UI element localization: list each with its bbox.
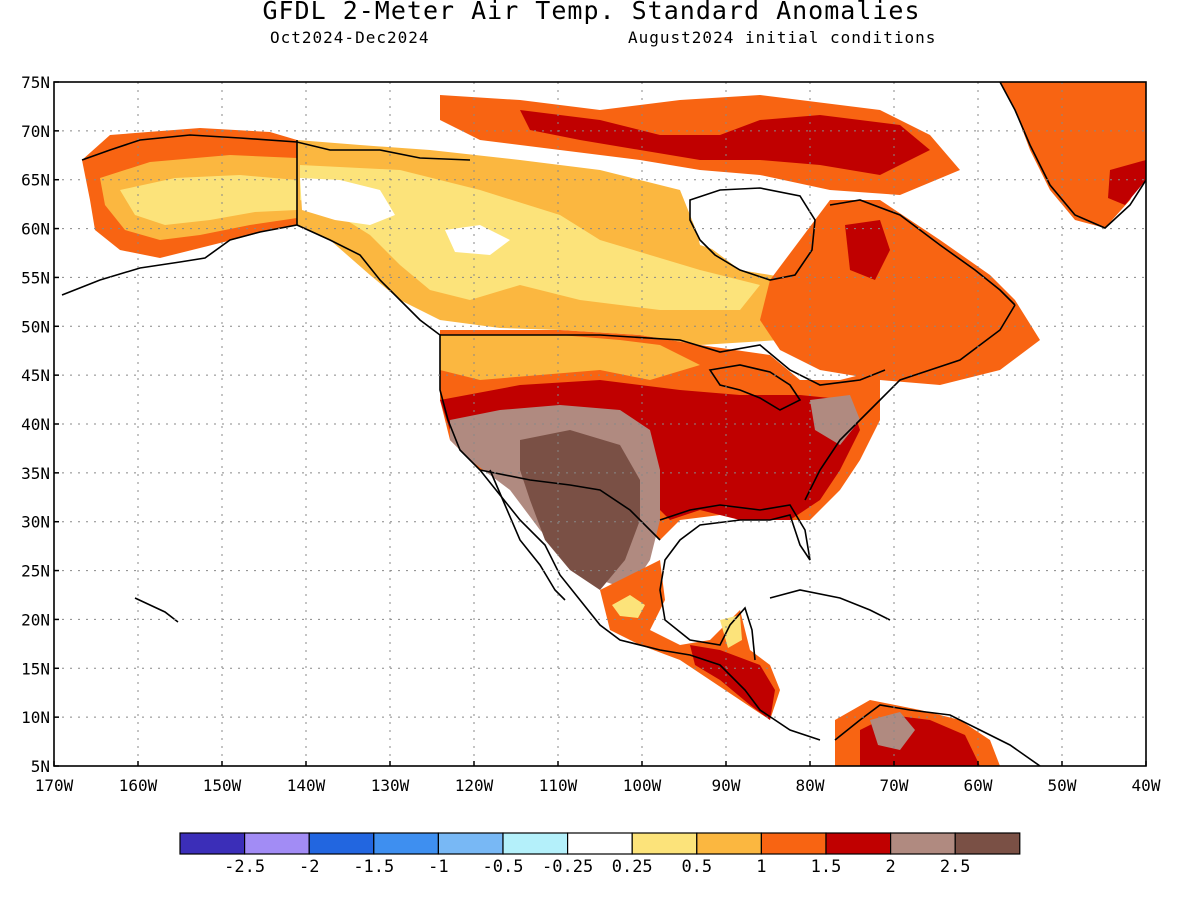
anomaly-field xyxy=(82,82,1146,766)
region-yucatan-yellow xyxy=(720,615,742,648)
colorbar-swatch xyxy=(696,832,762,855)
lat-tick-label: 15N xyxy=(21,659,50,678)
lat-tick-label: 40N xyxy=(21,415,50,434)
colorbar-swatch xyxy=(244,832,310,855)
colorbar-swatch xyxy=(502,832,569,855)
region-labrador-red xyxy=(845,220,890,280)
colorbar-label: -1 xyxy=(428,857,448,877)
lon-tick-label: 50W xyxy=(1048,776,1077,795)
lat-tick-label: 75N xyxy=(21,73,50,92)
colorbar-label: 0.5 xyxy=(681,857,712,877)
coastline-hawaii xyxy=(134,597,179,623)
lon-tick-label: 140W xyxy=(287,776,326,795)
region-eastern-canada xyxy=(760,200,1040,385)
coastline-alaska xyxy=(61,224,821,741)
colorbar-swatch xyxy=(631,832,698,855)
great-lakes xyxy=(708,364,802,411)
lon-tick-label: 130W xyxy=(371,776,410,795)
colorbar-label: -2.5 xyxy=(224,857,265,877)
region-centralamerica-red xyxy=(690,645,775,720)
colorbar-swatch xyxy=(179,832,246,855)
region-canada-white-2 xyxy=(445,225,510,255)
colorbar-label: 2.5 xyxy=(940,857,971,877)
lon-tick-label: 100W xyxy=(623,776,662,795)
map-title: GFDL 2-Meter Air Temp. Standard Anomalie… xyxy=(262,0,921,25)
lon-tick-label: 40W xyxy=(1132,776,1161,795)
colorbar-swatch xyxy=(308,832,375,855)
colorbar-label: 2 xyxy=(885,857,895,877)
forecast-period: Oct2024-Dec2024 xyxy=(270,28,430,47)
colorbar-swatch xyxy=(566,832,633,855)
region-hudson-bay xyxy=(690,185,815,280)
lon-tick-label: 120W xyxy=(455,776,494,795)
coastline-gulf xyxy=(659,504,811,661)
coastline-hudson-bay xyxy=(689,187,816,281)
lon-tick-label: 150W xyxy=(203,776,242,795)
colorbar-swatch xyxy=(889,832,956,855)
initial-conditions: August2024 initial conditions xyxy=(628,28,937,47)
colorbar-label: 1.5 xyxy=(811,857,842,877)
region-us-orange-light xyxy=(440,335,700,380)
lat-tick-label: 55N xyxy=(21,268,50,287)
region-southwest-brown xyxy=(520,430,640,590)
lon-tick-label: 90W xyxy=(712,776,741,795)
region-greenland-red xyxy=(1108,160,1146,205)
colorbar-label: -2 xyxy=(299,857,319,877)
colorbar-labels: -2.5 -2 -1.5 -1 -0.5 -0.25 0.25 0.5 1 1.5 2 2.5 xyxy=(224,857,970,877)
region-arctic-red xyxy=(520,110,930,175)
graticule xyxy=(53,81,1147,767)
lat-tick-label: 20N xyxy=(21,610,50,629)
lon-tick-label: 80W xyxy=(796,776,825,795)
lat-tick-label: 25N xyxy=(21,562,50,581)
coastline-baja xyxy=(489,469,566,601)
coastline-labrador xyxy=(829,199,1016,306)
lat-tick-label: 35N xyxy=(21,464,50,483)
lat-tick-label: 10N xyxy=(21,708,50,727)
region-alaska-core xyxy=(120,175,297,225)
colorbar-label: 1 xyxy=(756,857,766,877)
region-canada-white xyxy=(300,178,395,225)
colorbar-swatch xyxy=(825,832,892,855)
lon-tick-label: 170W xyxy=(35,776,74,795)
coastline-cuba xyxy=(769,589,891,621)
lat-tick-label: 70N xyxy=(21,122,50,141)
longitude-labels: 170W 160W 150W 140W 130W 120W 110W 100W 90W 80W 70… xyxy=(35,776,1161,795)
region-mexico-yellow xyxy=(612,595,645,618)
border-us-canada xyxy=(440,334,886,386)
coastlines xyxy=(61,82,1146,766)
lat-tick-label: 30N xyxy=(21,513,50,532)
border-us-mexico xyxy=(479,469,661,541)
lat-tick-label: 65N xyxy=(21,171,50,190)
colorbar-swatch xyxy=(373,832,439,855)
lat-tick-label: 60N xyxy=(21,220,50,239)
colorbar-label: -0.25 xyxy=(542,857,593,877)
region-southamerica-tan xyxy=(870,712,915,750)
colorbar-swatch xyxy=(760,832,827,855)
coastline-atlantic-us xyxy=(804,304,1016,501)
colorbar-label: 0.25 xyxy=(612,857,653,877)
coastline-greenland xyxy=(999,82,1146,229)
coastline-alaska-north xyxy=(81,134,471,161)
lat-tick-label: 5N xyxy=(31,757,50,776)
latitude-labels: 5N 10N 15N 20N 25N 30N 35N 40N 45N 50N 55N 60N 65N 70… xyxy=(21,73,50,776)
lon-tick-label: 70W xyxy=(880,776,909,795)
colorbar-swatch xyxy=(954,832,1021,855)
colorbar-swatch xyxy=(437,832,504,855)
region-canada-yellow xyxy=(300,165,760,310)
lat-tick-label: 45N xyxy=(21,366,50,385)
colorbar-label: -0.5 xyxy=(483,857,524,877)
colorbar xyxy=(179,832,1021,855)
lon-tick-label: 110W xyxy=(539,776,578,795)
lon-tick-label: 60W xyxy=(964,776,993,795)
lat-tick-label: 50N xyxy=(21,317,50,336)
plot-frame xyxy=(53,81,1147,767)
region-greenland xyxy=(1000,82,1146,228)
colorbar-label: -1.5 xyxy=(353,857,394,877)
lon-tick-label: 160W xyxy=(119,776,158,795)
